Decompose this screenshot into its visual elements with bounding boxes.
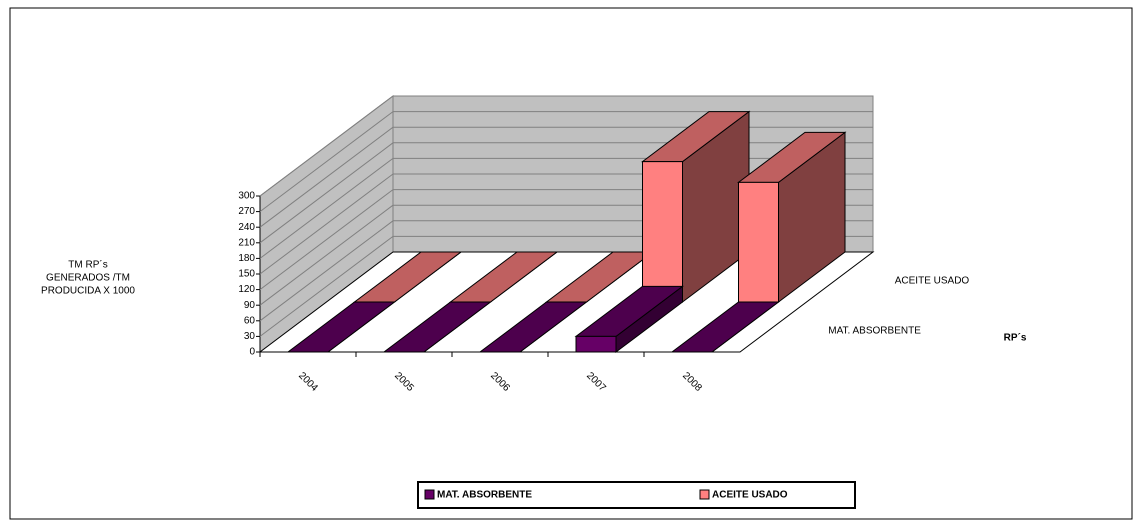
bar-front: [738, 181, 779, 303]
y-tick-label: 270: [238, 206, 255, 217]
y-axis-title: GENERADOS /TM: [46, 273, 130, 284]
y-axis-title: TM RP´s: [68, 259, 107, 271]
bar-front: [575, 335, 617, 353]
y-tick-label: 300: [238, 191, 255, 202]
legend-label: ACEITE USADO: [712, 490, 788, 501]
bar-front: [642, 161, 683, 303]
y-tick-label: 30: [244, 331, 256, 342]
bar: [286, 301, 396, 353]
bar: [574, 285, 684, 354]
grid-line: [259, 95, 394, 197]
bar: [641, 110, 751, 304]
legend-swatch: [424, 489, 435, 500]
grid-line: [259, 142, 394, 244]
grid-line: [259, 111, 394, 212]
bar: [737, 131, 847, 304]
bar: [478, 301, 588, 353]
y-tick-label: 120: [238, 284, 255, 295]
y-axis-title: PRODUCIDA X 1000: [41, 286, 135, 297]
grid-line: [259, 158, 394, 259]
bar: [382, 301, 492, 353]
y-tick-label: 240: [238, 222, 255, 233]
y-tick-label: 90: [244, 300, 256, 311]
grid-line: [259, 220, 394, 322]
z-axis-title: RP´s: [1004, 333, 1027, 344]
plot: [256, 94, 875, 357]
y-tick-label: 180: [238, 253, 255, 264]
legend-label: MAT. ABSORBENTE: [437, 490, 532, 501]
grid-line: [259, 173, 394, 275]
grid-line: [259, 236, 394, 337]
grid-line: [259, 204, 394, 306]
grid-line: [259, 189, 394, 290]
y-tick-label: 210: [238, 237, 255, 248]
y-tick-label: 150: [238, 269, 255, 280]
bar: [670, 301, 780, 353]
series-label: MAT. ABSORBENTE: [828, 326, 921, 337]
y-tick-label: 0: [249, 347, 255, 358]
legend-swatch: [699, 489, 710, 500]
y-tick-label: 60: [244, 315, 256, 326]
legend: [417, 481, 856, 509]
series-label: ACEITE USADO: [895, 276, 970, 287]
grid-line: [259, 126, 394, 228]
